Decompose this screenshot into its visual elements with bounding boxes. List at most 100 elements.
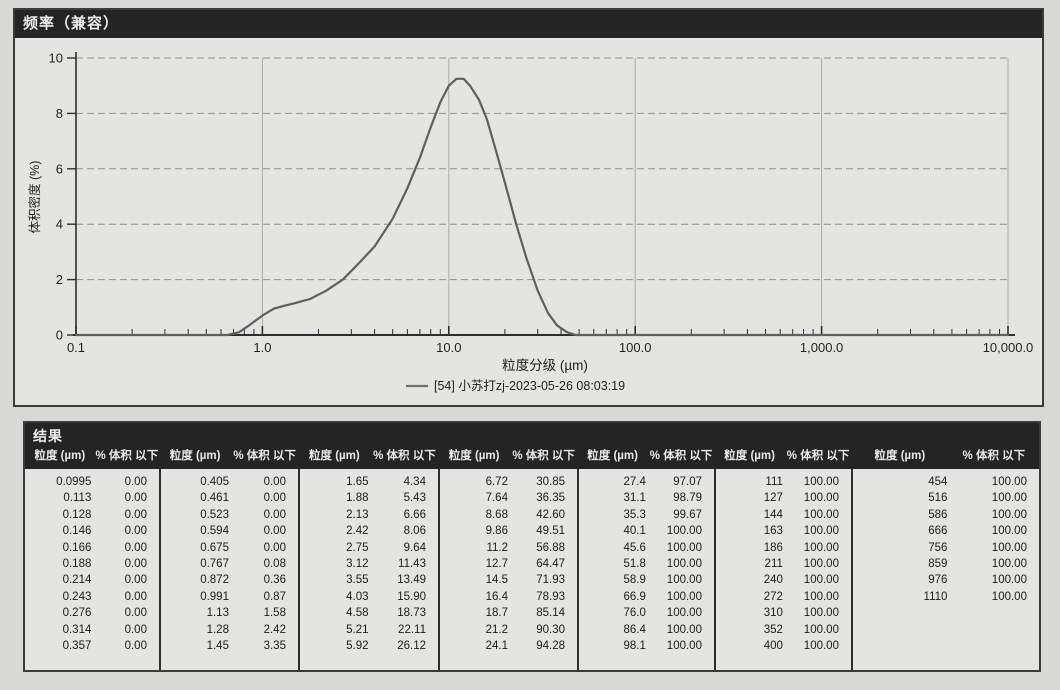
x-tick-label: 1.0: [253, 340, 271, 355]
y-axis-title: 体积密度 (%): [27, 161, 42, 234]
x-tick-label: 100.0: [619, 340, 652, 355]
size-cell: 0.991: [200, 590, 229, 603]
size-cell: 454: [928, 476, 948, 488]
pct-cell: 100.00: [803, 590, 839, 603]
size-cell: 0.146: [62, 525, 92, 538]
pct-cell: 98.79: [673, 492, 702, 505]
pct-cell: 2.42: [263, 623, 286, 636]
y-tick-label: 4: [56, 217, 63, 232]
size-cell: 8.68: [485, 508, 508, 521]
table-row: 0.405 0.00: [161, 474, 298, 490]
table-row: 0.767 0.08: [161, 556, 298, 572]
size-cell: 0.314: [62, 623, 92, 636]
table-row: 66.9 100.00: [579, 589, 714, 605]
table-row: 14.5 71.93: [440, 572, 577, 588]
pct-cell: 0.00: [263, 492, 286, 505]
size-cell: 11.2: [486, 541, 508, 554]
pct-cell: 71.93: [536, 574, 565, 587]
size-cell: 16.4: [485, 590, 508, 603]
table-row: 4.03 15.90: [300, 589, 438, 605]
pct-cell: 0.08: [263, 557, 286, 570]
pct-cell: 100.00: [803, 623, 839, 636]
pct-cell: 64.47: [536, 557, 565, 570]
size-cell: 586: [928, 508, 948, 521]
table-row: 0.146 0.00: [25, 523, 159, 539]
table-row: 666 100.00: [853, 523, 1039, 539]
table-row: 144 100.00: [716, 507, 851, 523]
size-cell: 2.42: [346, 525, 369, 538]
size-cell: 58.9: [623, 574, 646, 587]
size-cell: 21.2: [485, 623, 508, 636]
size-cell: 0.872: [200, 574, 229, 587]
pct-cell: 0.00: [124, 525, 147, 538]
table-row: 1.28 2.42: [161, 622, 298, 638]
pct-cell: 100.00: [666, 574, 702, 587]
size-cell: 144: [763, 508, 783, 521]
table-row: 12.7 64.47: [440, 556, 577, 572]
table-row: 211 100.00: [716, 556, 851, 572]
size-cell: 98.1: [623, 639, 646, 652]
table-column-group: 111 100.00 127 100.00 144 100.00 163 100.00 186 1…: [714, 469, 851, 670]
table-row: 27.4 97.07: [579, 474, 714, 490]
size-cell: 0.405: [200, 476, 229, 488]
y-tick-label: 2: [56, 272, 63, 287]
size-cell: 5.21: [346, 623, 369, 636]
pct-header: % 体积 以下: [786, 450, 850, 462]
column-group-header: 粒度 (µm) % 体积 以下: [438, 447, 577, 463]
table-row: 98.1 100.00: [579, 638, 714, 654]
size-cell: 3.55: [346, 574, 369, 587]
pct-cell: 100.00: [803, 525, 839, 538]
pct-cell: 18.73: [397, 607, 426, 620]
pct-cell: 100.00: [666, 607, 702, 620]
table-row: 516 100.00: [853, 490, 1039, 506]
table-row: 0.276 0.00: [25, 605, 159, 621]
table-row: 111 100.00: [716, 474, 851, 490]
table-column-group: 454 100.00 516 100.00 586 100.00 666 100.00 756 1…: [851, 469, 1039, 670]
table-row: 1.65 4.34: [300, 474, 438, 490]
x-tick-label: 10,000.0: [983, 340, 1034, 355]
size-cell: 186: [763, 541, 783, 554]
size-cell: 0.113: [63, 492, 92, 505]
table-row: 0.594 0.00: [161, 523, 298, 539]
pct-header: % 体积 以下: [962, 450, 1026, 462]
pct-cell: 0.00: [263, 541, 286, 554]
pct-header: % 体积 以下: [95, 450, 159, 462]
table-row: 0.128 0.00: [25, 507, 159, 523]
size-cell: 40.1: [623, 525, 646, 538]
size-cell: 0.276: [62, 607, 92, 620]
column-group-header: 粒度 (µm) % 体积 以下: [851, 447, 1039, 463]
pct-cell: 56.88: [536, 541, 565, 554]
size-cell: 1.13: [206, 607, 229, 620]
pct-cell: 78.93: [536, 590, 565, 603]
size-header: 粒度 (µm): [587, 450, 638, 462]
pct-cell: 3.35: [263, 639, 286, 652]
size-cell: 0.214: [62, 574, 92, 587]
size-cell: 1.88: [346, 492, 369, 505]
size-cell: 0.188: [62, 557, 92, 570]
pct-cell: 1.58: [263, 607, 286, 620]
pct-cell: 100.00: [803, 476, 839, 488]
pct-cell: 97.07: [673, 476, 702, 488]
pct-cell: 100.00: [991, 508, 1027, 521]
size-cell: 12.7: [485, 557, 508, 570]
table-row: 0.113 0.00: [25, 490, 159, 506]
table-row: 186 100.00: [716, 540, 851, 556]
pct-cell: 30.85: [536, 476, 565, 488]
table-row: 0.188 0.00: [25, 556, 159, 572]
pct-cell: 100.00: [666, 639, 702, 652]
pct-cell: 100.00: [666, 541, 702, 554]
pct-cell: 0.00: [124, 590, 147, 603]
table-row: 0.0995 0.00: [25, 474, 159, 490]
size-cell: 0.166: [62, 541, 92, 554]
table-row: 16.4 78.93: [440, 589, 577, 605]
pct-cell: 5.43: [403, 492, 426, 505]
size-cell: 111: [765, 476, 783, 488]
pct-cell: 100.00: [991, 574, 1027, 587]
results-panel: 结果 粒度 (µm)% 体积 以下 粒度 (µm)% 体积 以下 粒度 (µm)% …: [23, 421, 1041, 672]
pct-cell: 100.00: [803, 541, 839, 554]
table-body: 0.0995 0.00 0.113 0.00 0.128 0.00 0.146 0.00 0.1…: [25, 469, 1039, 670]
pct-cell: 0.00: [124, 574, 147, 587]
pct-cell: 100.00: [803, 639, 839, 652]
table-row: 76.0 100.00: [579, 605, 714, 621]
size-cell: 7.64: [485, 492, 508, 505]
